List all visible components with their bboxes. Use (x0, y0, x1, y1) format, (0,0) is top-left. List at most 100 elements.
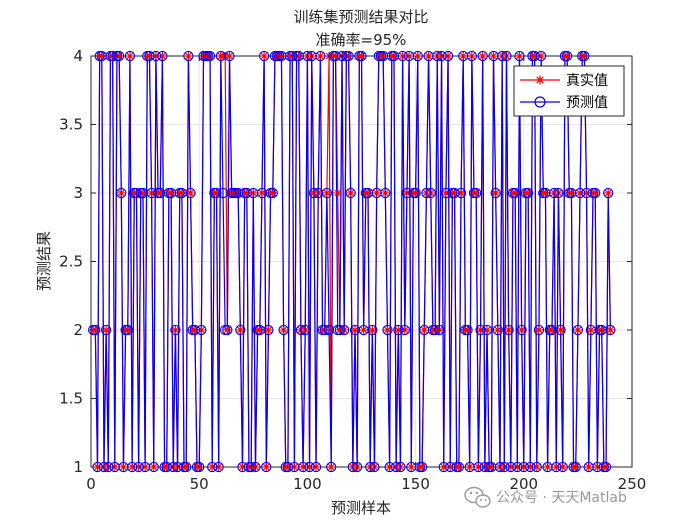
true-point (491, 189, 500, 197)
y-tick-label: 4 (73, 47, 83, 65)
pred-point (505, 461, 516, 473)
x-tick-label: 250 (618, 475, 647, 493)
legend-box (513, 65, 625, 117)
true-point (262, 463, 271, 471)
y-tick-label: 1 (73, 458, 83, 476)
true-point (573, 326, 582, 334)
pred-point (343, 50, 354, 62)
pred-point (107, 50, 118, 62)
pred-point (492, 324, 503, 336)
true-point (149, 463, 158, 471)
true-point (586, 326, 595, 334)
pred-point (410, 187, 421, 199)
pred-point (535, 50, 547, 62)
pred-point (397, 50, 408, 62)
pred-point (124, 50, 136, 62)
pred-point (116, 187, 127, 199)
legend-label-true: 真实值 (566, 73, 608, 89)
pred-point (561, 50, 573, 62)
pred-point (365, 461, 376, 473)
pred-point (453, 461, 465, 473)
pred-point (557, 461, 568, 473)
series-markers (88, 50, 616, 473)
pred-point (310, 461, 322, 473)
true-point (184, 52, 193, 60)
x-tick-label: 0 (86, 475, 96, 493)
pred-point (570, 461, 581, 473)
true-point (467, 52, 476, 60)
true-point (351, 326, 360, 334)
true-point (407, 463, 416, 471)
true-point (478, 52, 487, 60)
x-tick-label: 100 (293, 475, 322, 493)
pred-point (250, 461, 261, 473)
true-point (465, 463, 474, 471)
pred-point (533, 324, 545, 336)
pred-point (278, 324, 289, 336)
true-point (119, 463, 128, 471)
pred-point (481, 324, 493, 336)
chart-title: 训练集预测结果对比 (293, 8, 428, 26)
pred-point (574, 187, 586, 199)
true-point (420, 326, 429, 334)
pred-point (297, 461, 309, 473)
pred-point (345, 187, 356, 199)
pred-point (330, 50, 341, 62)
true-point (125, 52, 134, 60)
pred-point (475, 324, 486, 336)
pred-point (185, 187, 196, 199)
pred-point (157, 50, 168, 62)
pred-point (512, 461, 523, 473)
true-point (327, 463, 336, 471)
pred-point (438, 461, 449, 473)
pred-point (455, 187, 467, 199)
wechat-icon (464, 486, 491, 508)
true-point (171, 326, 180, 334)
pred-point (429, 324, 441, 336)
pred-point (473, 461, 484, 473)
pred-point (477, 50, 488, 62)
y-tick-label: 1.5 (59, 390, 83, 408)
true-point (333, 189, 342, 197)
pred-point (235, 324, 246, 336)
pred-point (501, 50, 512, 62)
legend-label-pred: 预测值 (566, 95, 608, 111)
y-tick-label: 3.5 (59, 116, 83, 134)
true-point (264, 326, 273, 334)
pred-point (336, 50, 348, 62)
pred-point (261, 461, 272, 473)
x-tick-label: 200 (509, 475, 538, 493)
true-point (543, 463, 552, 471)
pred-point (514, 50, 525, 62)
pred-point (321, 187, 333, 199)
pred-point (126, 461, 138, 473)
pred-point (382, 324, 393, 336)
pred-point (522, 187, 534, 199)
true-point (368, 326, 377, 334)
pred-point (551, 461, 562, 473)
true-point (413, 52, 422, 60)
true-point (316, 52, 325, 60)
pred-point (100, 324, 112, 336)
true-point (606, 326, 615, 334)
pred-point (555, 324, 566, 336)
y-axis-label: 预测结果 (35, 231, 53, 291)
pred-point (258, 50, 270, 62)
pred-point (494, 461, 506, 473)
chart-subtitle: 准确率=95% (316, 31, 407, 49)
pred-point (92, 461, 103, 473)
pred-point (479, 461, 490, 473)
watermark: 公众号 · 天天Matlab (464, 486, 627, 508)
pred-point (390, 461, 402, 473)
pred-point (432, 50, 443, 62)
pred-point (490, 187, 501, 199)
true-point (260, 52, 269, 60)
pred-point (113, 50, 125, 62)
true-point (493, 326, 502, 334)
pred-point (334, 324, 346, 336)
true-point (236, 326, 245, 334)
pred-point (466, 50, 478, 62)
pred-point (300, 324, 311, 336)
pred-point (509, 187, 521, 199)
pred-point (295, 324, 307, 336)
